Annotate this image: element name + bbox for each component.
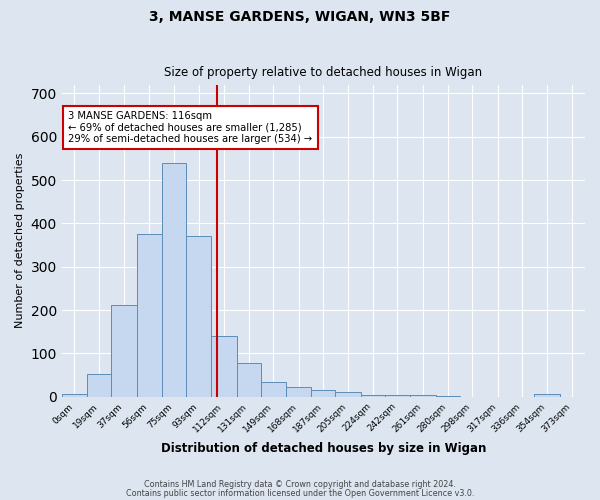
Bar xyxy=(111,305,137,396)
Bar xyxy=(534,394,560,396)
Bar xyxy=(162,163,186,396)
Bar xyxy=(410,395,436,396)
Text: 3, MANSE GARDENS, WIGAN, WN3 5BF: 3, MANSE GARDENS, WIGAN, WN3 5BF xyxy=(149,10,451,24)
Text: 3 MANSE GARDENS: 116sqm
← 69% of detached houses are smaller (1,285)
29% of semi: 3 MANSE GARDENS: 116sqm ← 69% of detache… xyxy=(68,111,313,144)
Bar xyxy=(311,390,335,396)
Bar xyxy=(186,236,211,396)
Bar xyxy=(211,336,236,396)
Bar xyxy=(87,374,111,396)
Text: Contains HM Land Registry data © Crown copyright and database right 2024.: Contains HM Land Registry data © Crown c… xyxy=(144,480,456,489)
Bar xyxy=(260,382,286,396)
Y-axis label: Number of detached properties: Number of detached properties xyxy=(15,153,25,328)
Text: Contains public sector information licensed under the Open Government Licence v3: Contains public sector information licen… xyxy=(126,490,474,498)
Bar xyxy=(62,394,87,396)
Bar xyxy=(236,364,260,396)
X-axis label: Distribution of detached houses by size in Wigan: Distribution of detached houses by size … xyxy=(161,442,486,455)
Bar xyxy=(385,394,410,396)
Bar xyxy=(137,234,162,396)
Bar xyxy=(286,387,311,396)
Title: Size of property relative to detached houses in Wigan: Size of property relative to detached ho… xyxy=(164,66,482,80)
Bar xyxy=(361,394,385,396)
Bar xyxy=(335,392,361,396)
